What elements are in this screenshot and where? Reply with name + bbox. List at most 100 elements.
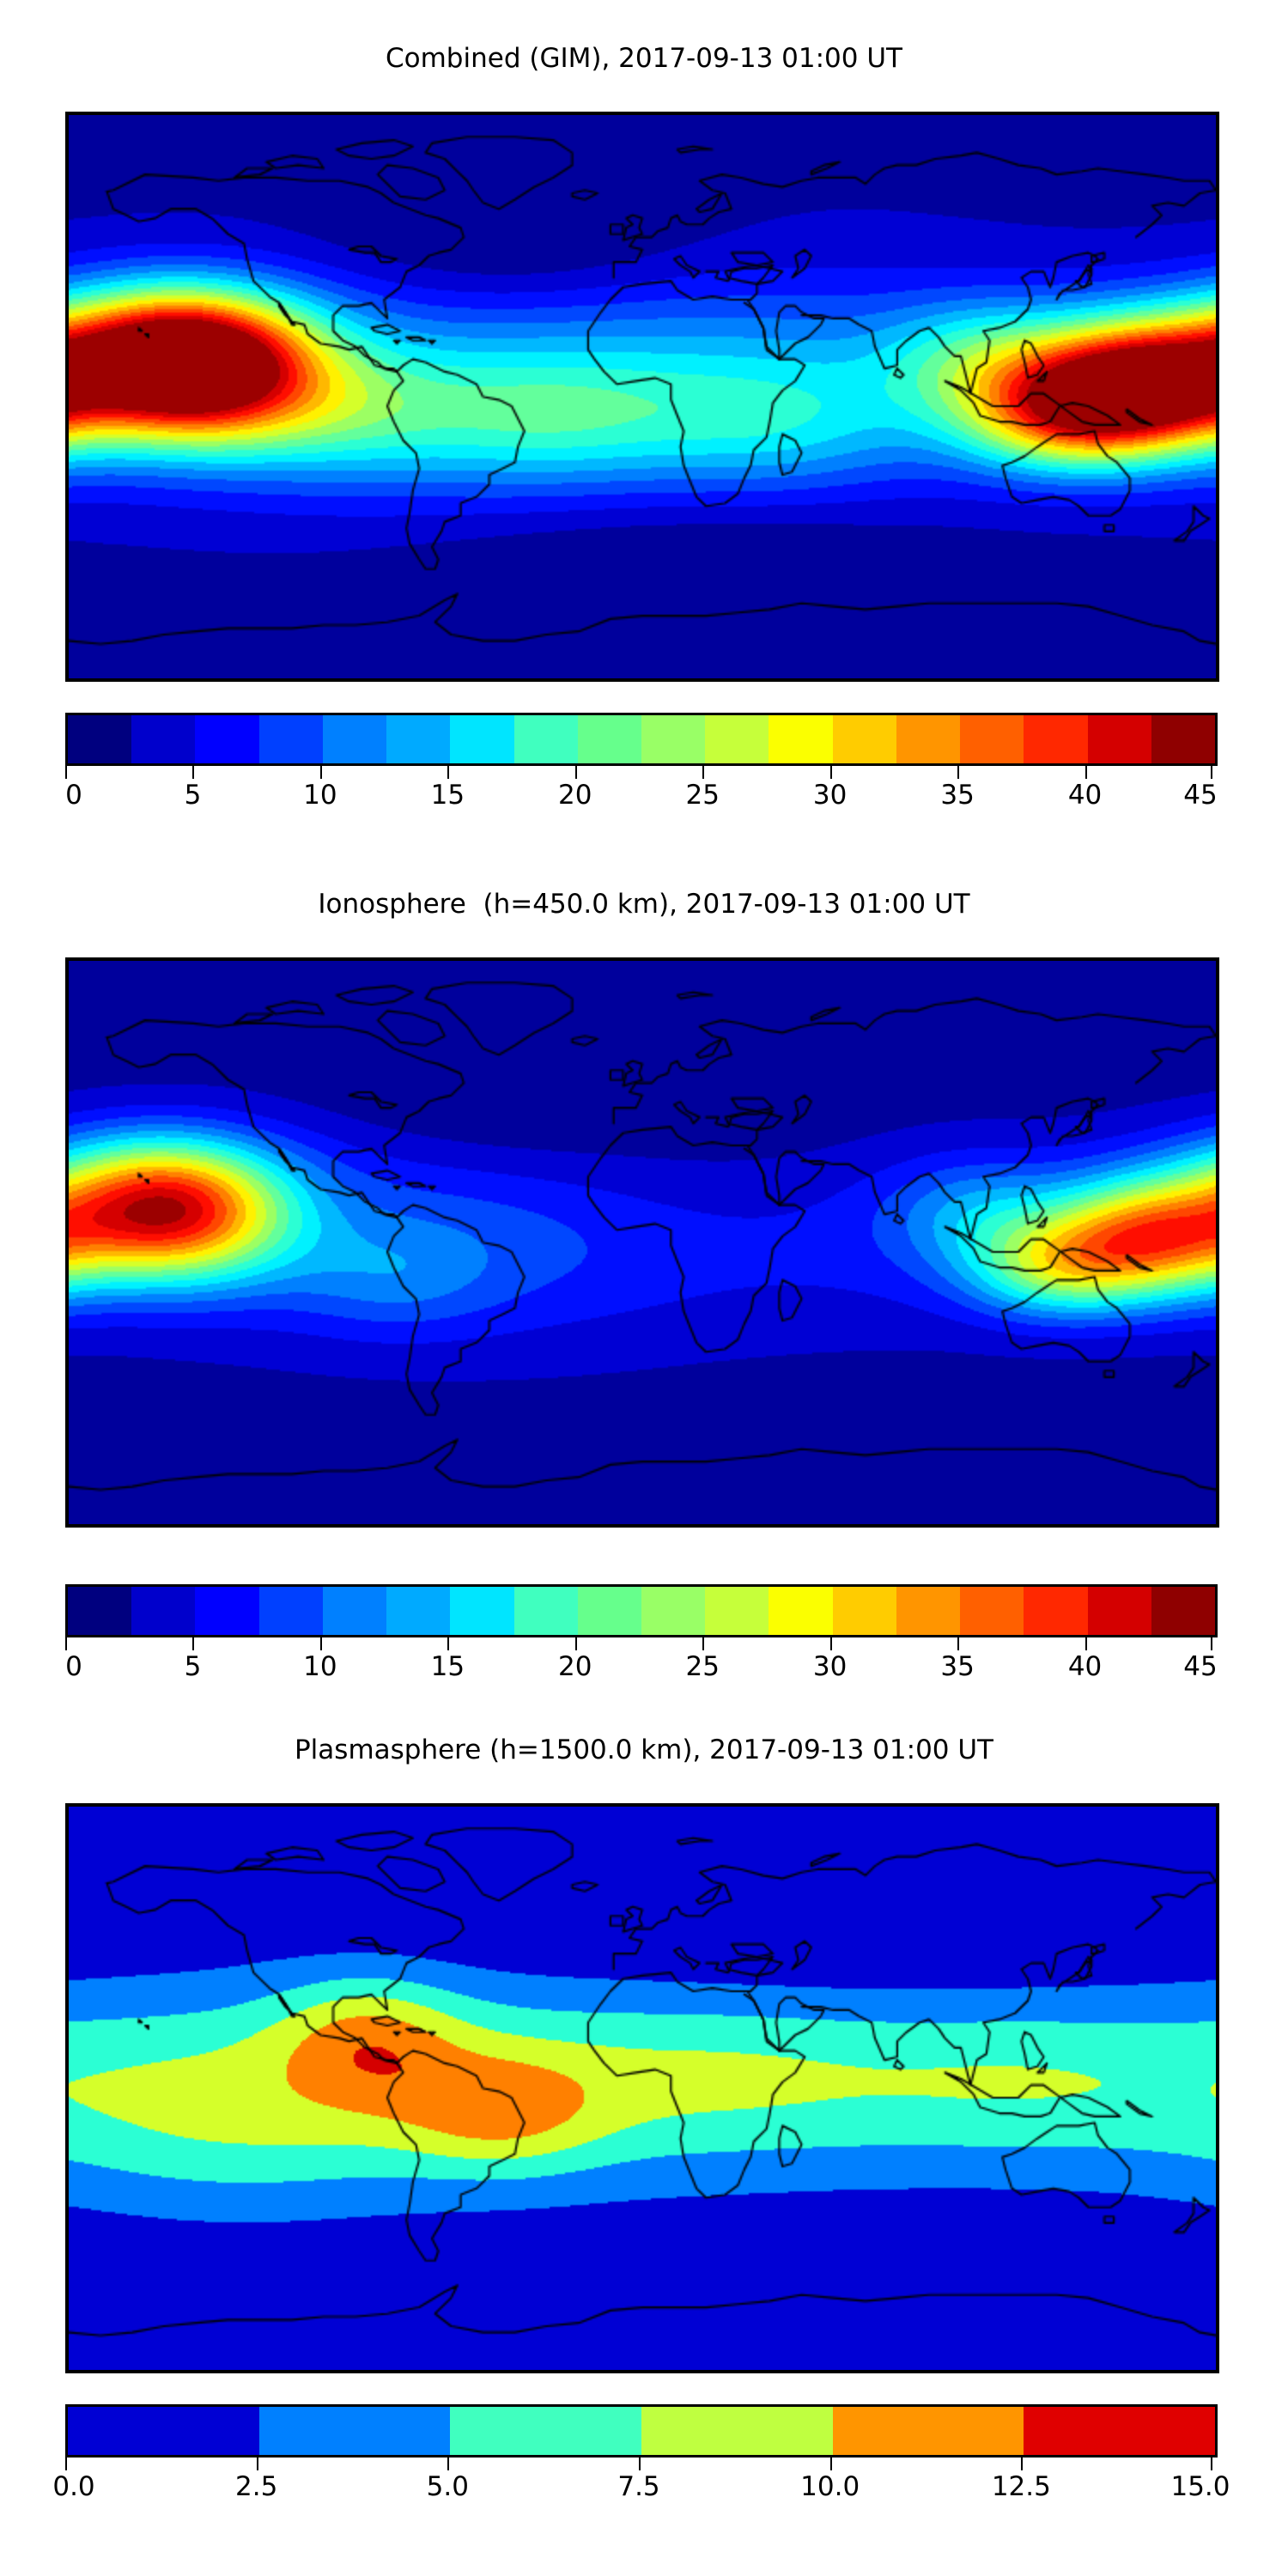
colorbar-segment xyxy=(258,715,323,763)
colorbar-ticks-ionosphere xyxy=(65,1637,1212,1651)
colorbar-segment xyxy=(832,2407,1024,2455)
colorbar-segment xyxy=(832,715,896,763)
colorbar-tick-label: 45 xyxy=(1183,780,1218,811)
colorbar-segment xyxy=(705,715,769,763)
colorbar-tick-label: 15 xyxy=(430,1651,465,1682)
colorbar-segment xyxy=(769,1587,833,1635)
colorbar-tick xyxy=(957,766,960,779)
colorbar-tick xyxy=(1021,2458,1024,2470)
colorbar-tick xyxy=(639,2458,641,2470)
colorbar-tick-label: 25 xyxy=(685,1651,720,1682)
colorbar-segment xyxy=(705,1587,769,1635)
colorbar-plasmasphere: 0.0 2.5 5.0 7.5 10.0 12.5 15.0 xyxy=(52,2404,1230,2502)
colorbar-segment xyxy=(1151,1587,1215,1635)
colorbar-tick xyxy=(1084,766,1087,779)
colorbar-tick xyxy=(829,2458,832,2470)
colorbar-tick xyxy=(1084,1637,1087,1650)
colorbar-ticks-combined-gim xyxy=(65,766,1212,780)
colorbar-segment xyxy=(896,715,961,763)
colorbar-segment xyxy=(577,1587,641,1635)
map-combined-gim xyxy=(65,112,1219,682)
colorbar-tick xyxy=(256,2458,258,2470)
colorbar-tick xyxy=(829,766,832,779)
colorbar-segment xyxy=(195,715,259,763)
colorbar-segment xyxy=(1024,2407,1215,2455)
colorbar-segment xyxy=(68,1587,132,1635)
colorbar-tick-label: 12.5 xyxy=(991,2471,1051,2502)
colorbar-tick-label: 7.5 xyxy=(617,2471,660,2502)
colorbar-segment xyxy=(195,1587,259,1635)
colorbar-tick-label: 45 xyxy=(1183,1651,1218,1682)
colorbar-segment xyxy=(577,715,641,763)
colorbar-segment xyxy=(386,1587,451,1635)
colorbar-segment xyxy=(450,2407,642,2455)
colorbar-segment xyxy=(1151,715,1215,763)
colorbar-tick xyxy=(192,766,195,779)
colorbar-tick xyxy=(447,2458,450,2470)
colorbar-tick xyxy=(702,1637,705,1650)
colorbar-segment xyxy=(131,715,196,763)
colorbar-tick-label: 40 xyxy=(1067,1651,1103,1682)
colorbar-tick-label: 40 xyxy=(1067,780,1103,811)
colorbar-tick xyxy=(447,1637,450,1650)
colorbar-tick xyxy=(574,1637,577,1650)
colorbar-segment xyxy=(450,715,514,763)
colorbar-tick-label: 5.0 xyxy=(426,2471,469,2502)
colorbar-segment xyxy=(896,1587,961,1635)
colorbar-tick xyxy=(65,1637,67,1650)
colorbar-tick xyxy=(574,766,577,779)
colorbar-tick-label: 0.0 xyxy=(52,2471,95,2502)
colorbar-strip-combined-gim xyxy=(65,713,1218,766)
colorbar-tick-label: 25 xyxy=(685,780,720,811)
colorbar-segment xyxy=(513,1587,578,1635)
colorbar-tick xyxy=(319,1637,322,1650)
colorbar-labels-plasmasphere: 0.0 2.5 5.0 7.5 10.0 12.5 15.0 xyxy=(52,2471,1230,2511)
colorbar-tick-label: 0 xyxy=(65,1651,82,1682)
colorbar-labels-ionosphere: 0 5 10 15 20 25 30 35 40 45 xyxy=(65,1651,1218,1691)
colorbar-segment xyxy=(1024,1587,1088,1635)
map-canvas-plasmasphere xyxy=(69,1807,1216,2370)
panel-title-combined-gim: Combined (GIM), 2017-09-13 01:00 UT xyxy=(386,43,902,74)
colorbar-segment xyxy=(641,1587,706,1635)
colorbar-tick xyxy=(65,2458,67,2470)
colorbar-segment xyxy=(258,2407,451,2455)
colorbar-tick xyxy=(702,766,705,779)
colorbar-segment xyxy=(832,1587,896,1635)
colorbar-segment xyxy=(68,715,132,763)
colorbar-tick xyxy=(957,1637,960,1650)
map-canvas-ionosphere xyxy=(69,961,1216,1524)
colorbar-segment xyxy=(386,715,451,763)
colorbar-tick xyxy=(192,1637,195,1650)
colorbar-tick-label: 5 xyxy=(184,1651,202,1682)
colorbar-tick-label: 20 xyxy=(558,1651,592,1682)
colorbar-tick xyxy=(1211,1637,1212,1650)
colorbar-tick xyxy=(1211,766,1212,779)
colorbar-tick-label: 5 xyxy=(184,780,202,811)
colorbar-tick-label: 10 xyxy=(303,780,337,811)
colorbar-segment xyxy=(960,715,1024,763)
colorbar-combined-gim: 0 5 10 15 20 25 30 35 40 45 xyxy=(65,713,1218,811)
colorbar-tick xyxy=(829,1637,832,1650)
colorbar-tick-label: 10.0 xyxy=(800,2471,860,2502)
colorbar-segment xyxy=(322,715,387,763)
colorbar-tick-label: 35 xyxy=(940,780,975,811)
map-canvas-combined-gim xyxy=(69,115,1216,678)
colorbar-tick-label: 0 xyxy=(65,780,82,811)
colorbar-ionosphere: 0 5 10 15 20 25 30 35 40 45 xyxy=(65,1584,1218,1682)
colorbar-segment xyxy=(131,1587,196,1635)
colorbar-segment xyxy=(450,1587,514,1635)
colorbar-tick-label: 10 xyxy=(303,1651,337,1682)
colorbar-segment xyxy=(1087,1587,1151,1635)
colorbar-tick xyxy=(447,766,450,779)
colorbar-tick-label: 2.5 xyxy=(235,2471,278,2502)
colorbar-strip-ionosphere xyxy=(65,1584,1218,1637)
colorbar-tick-label: 20 xyxy=(558,780,592,811)
map-ionosphere xyxy=(65,957,1219,1528)
colorbar-segment xyxy=(641,2407,833,2455)
colorbar-ticks-plasmasphere xyxy=(65,2458,1212,2471)
colorbar-tick-label: 35 xyxy=(940,1651,975,1682)
colorbar-segment xyxy=(513,715,578,763)
colorbar-tick-label: 15 xyxy=(430,780,465,811)
colorbar-segment xyxy=(769,715,833,763)
